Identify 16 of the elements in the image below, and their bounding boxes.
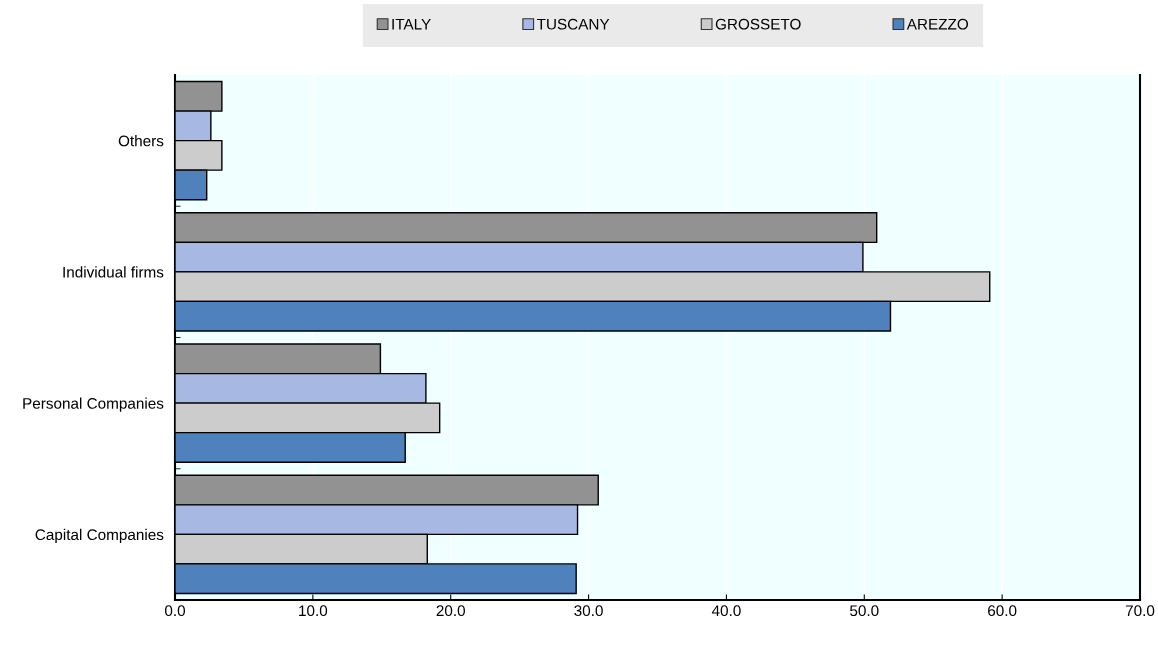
y-tick-label: Others — [118, 135, 164, 147]
x-tick-label: 20.0 — [436, 605, 465, 617]
x-tick-label: 30.0 — [574, 605, 603, 617]
x-tick-label: 70.0 — [1125, 605, 1155, 617]
legend-label: AREZZO — [906, 18, 969, 30]
legend-label: TUSCANY — [536, 18, 610, 30]
x-tick-label: 40.0 — [711, 605, 741, 617]
x-tick-label: 0.0 — [164, 605, 186, 617]
x-tick-label: 10.0 — [299, 605, 328, 617]
y-tick-label: Capital Companies — [35, 528, 164, 544]
y-tick-label: Personal Companies — [23, 397, 164, 412]
legend-label: ITALY — [392, 18, 431, 30]
y-tick-label: Individual firms — [63, 266, 164, 278]
x-tick-label: 50.0 — [850, 605, 879, 617]
legend-label: GROSSETO — [715, 18, 801, 30]
x-tick-label: 60.0 — [988, 605, 1017, 617]
